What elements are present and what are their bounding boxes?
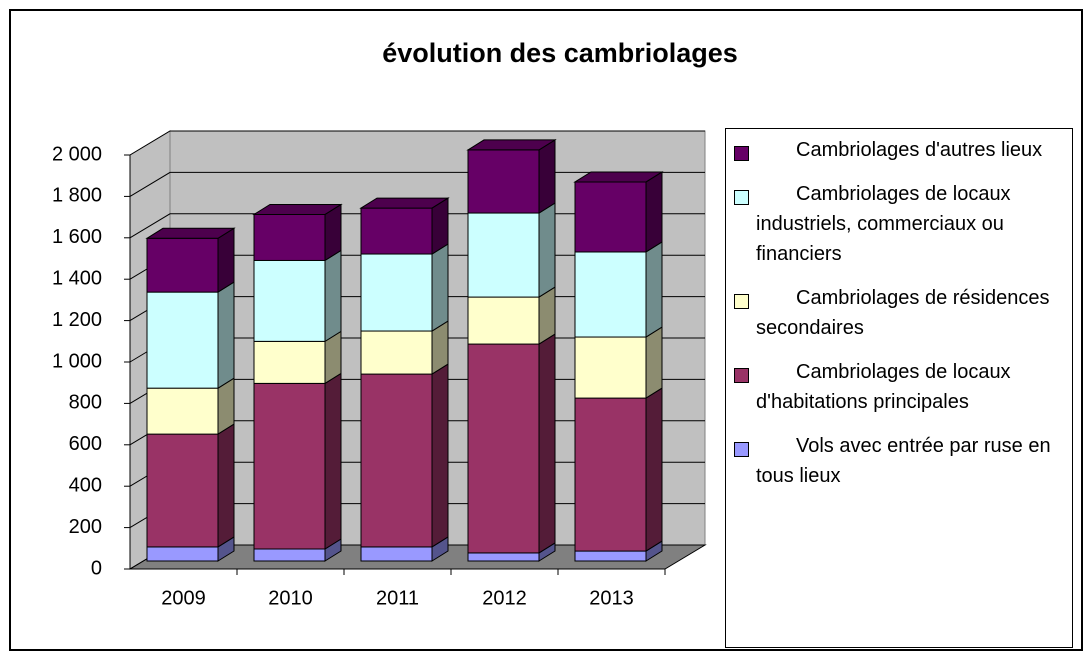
bar-side	[324, 249, 342, 343]
x-tick-label: 2010	[268, 587, 313, 609]
legend-item: Vols avec entrée par ruse en tous lieux	[734, 431, 1062, 491]
bar-side	[645, 326, 663, 399]
y-tick-label: 0	[91, 557, 102, 579]
bar-side	[538, 202, 556, 298]
legend-label: Cambriolages de locaux d'habitations pri…	[756, 361, 1011, 413]
bar-side	[324, 372, 342, 550]
legend-label: Cambriolages de locaux industriels, comm…	[756, 183, 1011, 265]
bar-segment	[146, 433, 219, 548]
bar-top	[573, 171, 664, 183]
bar-top	[466, 139, 557, 151]
bar-segment	[467, 212, 540, 298]
y-tick-label: 1 800	[52, 185, 102, 207]
y-tick-label: 1 400	[52, 267, 102, 289]
y-tick-label: 1 000	[52, 350, 102, 372]
bar-segment	[146, 546, 219, 562]
bar-segment	[146, 237, 219, 293]
bar-side	[431, 243, 449, 332]
legend-swatch	[734, 146, 749, 161]
bar-segment	[253, 548, 326, 562]
plot: 0 200 400 600 800 1 000 1 200 1 400 1 600 1 800 2 …	[52, 130, 707, 609]
y-tick-label: 2 000	[52, 143, 102, 165]
y-tick-label: 1 200	[52, 309, 102, 331]
bar-segment	[467, 296, 540, 345]
bar-segment	[360, 546, 433, 562]
bar-segment	[574, 251, 647, 338]
legend-item: Cambriolages de locaux industriels, comm…	[734, 179, 1062, 269]
legend-swatch	[734, 368, 749, 383]
frame	[9, 9, 1083, 651]
chart-title: évolution des cambriolages	[382, 38, 738, 68]
x-tick-label: 2011	[376, 587, 419, 609]
bar-segment	[574, 181, 647, 253]
y-tick-label: 200	[69, 516, 102, 538]
x-tick-label: 2009	[161, 587, 206, 609]
bar-segment	[467, 149, 540, 214]
bar-top	[145, 227, 236, 239]
grid-line	[129, 130, 705, 156]
bar-segment	[574, 336, 647, 399]
legend-item: Cambriolages de locaux d'habitations pri…	[734, 357, 1062, 417]
bar-side	[645, 387, 663, 552]
legend-item: Cambriolages d'autres lieux	[734, 135, 1062, 165]
legend-label: Vols avec entrée par ruse en tous lieux	[756, 435, 1051, 487]
bar-side	[431, 363, 449, 548]
bar-side	[217, 423, 235, 548]
legend-label: Cambriolages de résidences secondaires	[756, 287, 1050, 339]
bar-segment	[360, 207, 433, 255]
bar-segment	[253, 382, 326, 550]
legend-label: Cambriolages d'autres lieux	[796, 139, 1043, 161]
bar-segment	[253, 340, 326, 384]
bar-segment	[467, 343, 540, 554]
bar-segment	[360, 330, 433, 375]
legend-swatch	[734, 294, 749, 309]
legend: Cambriolages d'autres lieux Cambriolages …	[725, 128, 1073, 648]
bar-segment	[360, 373, 433, 548]
bar-side	[217, 227, 235, 294]
bar-segment	[360, 253, 433, 332]
legend-swatch	[734, 442, 749, 457]
bar-segment	[146, 387, 219, 435]
bar-side	[645, 241, 663, 338]
bar-segment	[467, 552, 540, 562]
y-tick-label: 600	[69, 433, 102, 455]
bar-segment	[574, 550, 647, 562]
bar-segment	[146, 291, 219, 389]
legend-swatch	[734, 190, 749, 205]
y-tick-label: 400	[69, 474, 102, 496]
bar-segment	[253, 259, 326, 342]
bar-side	[538, 333, 556, 554]
bar-side	[645, 171, 663, 253]
y-tick-label: 1 600	[52, 226, 102, 248]
x-tick-label: 2012	[482, 587, 527, 609]
bar-top	[252, 203, 343, 215]
legend-item: Cambriolages de résidences secondaires	[734, 283, 1062, 343]
bar-top	[359, 197, 450, 209]
bar-side	[217, 281, 235, 390]
bar-segment	[253, 213, 326, 261]
x-tick-label: 2013	[589, 587, 634, 609]
y-tick-label: 800	[69, 392, 102, 414]
bar-side	[538, 138, 556, 214]
bar-segment	[574, 397, 647, 552]
